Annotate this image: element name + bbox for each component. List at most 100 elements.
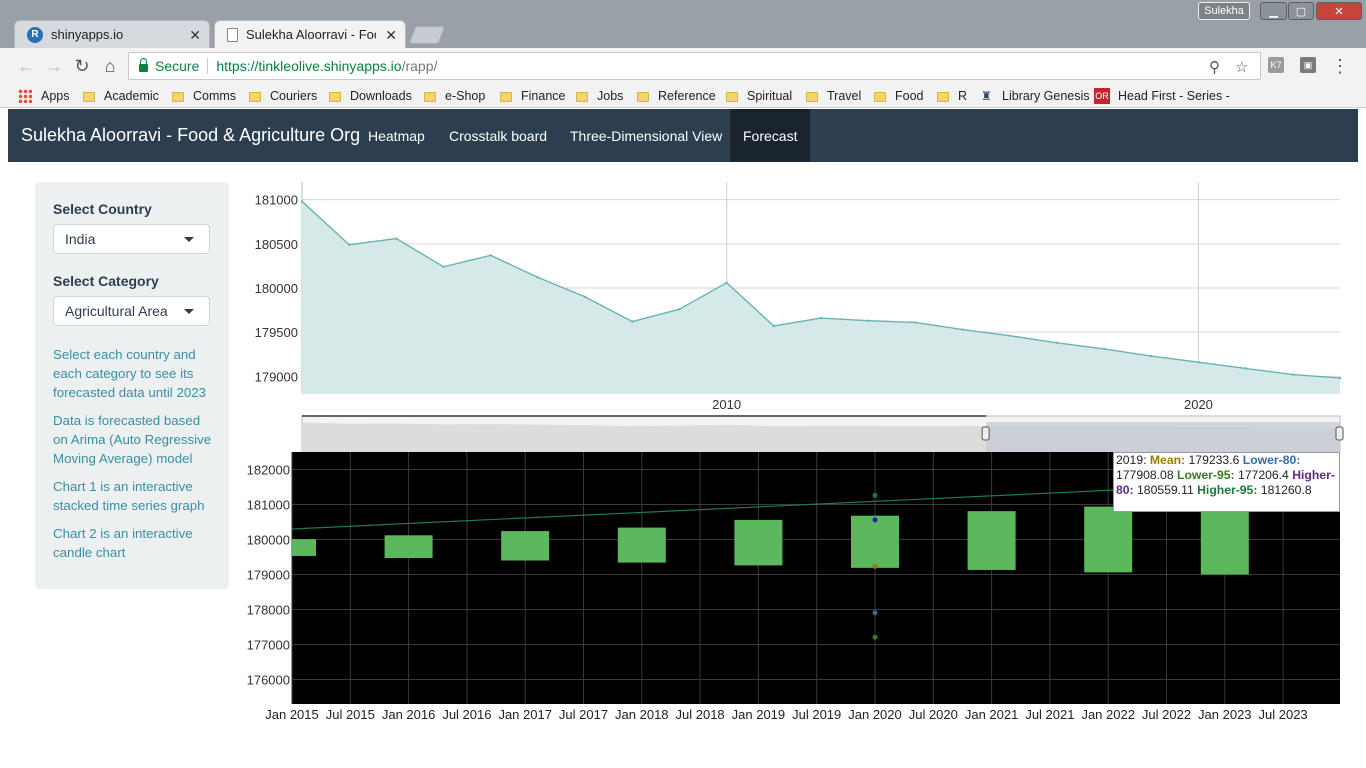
bookmark-food[interactable]: Food — [874, 87, 924, 105]
data-point — [678, 308, 681, 311]
tooltip-higher95-label: Higher-95: — [1197, 483, 1258, 497]
x-tick-label: Jul 2021 — [1025, 707, 1074, 722]
close-tab-icon[interactable]: ✕ — [189, 27, 201, 43]
bookmark-downloads[interactable]: Downloads — [329, 87, 412, 105]
home-icon[interactable]: ⌂ — [104, 55, 116, 76]
apps-grid-icon — [18, 89, 32, 103]
maximize-icon[interactable]: ▢ — [1288, 2, 1314, 20]
y-tick-label: 179000 — [247, 568, 290, 583]
bookmark-finance[interactable]: Finance — [500, 87, 565, 105]
browser-toolbar: ← → ↻ ⌂ Secure https://tinkleolive.shiny… — [0, 48, 1366, 84]
range-handle-left[interactable] — [981, 426, 990, 441]
bookmark-travel[interactable]: Travel — [806, 87, 861, 105]
hover-point — [872, 517, 878, 523]
lock-icon — [139, 58, 148, 72]
x-tick-label: 2020 — [1184, 397, 1213, 412]
x-tick-label: Jul 2020 — [909, 707, 958, 722]
tooltip-mean: 179233.6 — [1188, 453, 1240, 467]
time-series-chart[interactable]: 181000 180500 180000 179500 179000 2010 2020 — [240, 176, 1350, 452]
x-tick-label: Jan 2020 — [848, 707, 902, 722]
bookmark-label: Comms — [193, 89, 237, 103]
bookmark-label: Reference — [658, 89, 716, 103]
tab-title: Sulekha Aloorravi - Food — [246, 27, 376, 42]
y-tick-label: 181000 — [255, 193, 298, 208]
tab-sulekha-app[interactable]: Sulekha Aloorravi - Food ✕ — [214, 20, 406, 48]
menu-icon[interactable]: ⋮ — [1331, 55, 1349, 76]
bookmark-comms[interactable]: Comms — [172, 87, 236, 105]
data-point — [1055, 341, 1059, 344]
category-label: Select Category — [53, 273, 159, 289]
bookmark-label: Apps — [41, 89, 70, 103]
star-icon[interactable]: ☆ — [1235, 59, 1249, 76]
chevron-down-icon — [184, 309, 194, 314]
close-tab-icon[interactable]: ✕ — [385, 27, 397, 43]
browser-titlebar: R shinyapps.io ✕ Sulekha Aloorravi - Foo… — [0, 0, 1366, 48]
back-arrow-icon[interactable]: ← — [17, 55, 35, 76]
tooltip-higher80-label: Higher-80: — [1116, 468, 1335, 497]
area-fill — [302, 201, 1340, 394]
page-icon — [227, 27, 238, 42]
help-note: Chart 2 is an interactive candle chart — [53, 526, 193, 560]
country-value: India — [65, 231, 96, 247]
data-point — [300, 200, 304, 203]
folder-icon — [637, 92, 649, 102]
data-point — [536, 276, 540, 279]
tab-heatmap[interactable]: Heatmap — [368, 127, 425, 144]
y-tick-label: 181000 — [247, 498, 290, 513]
bookmark-label: Spiritual — [747, 89, 793, 103]
chevron-down-icon — [184, 237, 194, 242]
url-host: https://tinkleolive.shinyapps.io — [216, 58, 402, 74]
x-tick-label: Jul 2016 — [442, 707, 491, 722]
address-bar[interactable]: Secure https://tinkleolive.shinyapps.io /… — [128, 52, 1261, 80]
data-point — [961, 328, 964, 331]
bookmark-head-first[interactable]: OR Head First - Series - C — [1094, 87, 1230, 105]
bookmark-label: Downloads — [350, 89, 412, 103]
x-tick-label: Jan 2019 — [732, 707, 786, 722]
country-select[interactable]: India — [53, 224, 210, 254]
tab-crosstalk-board[interactable]: Crosstalk board — [449, 127, 548, 144]
x-tick-label: Jul 2023 — [1259, 707, 1308, 722]
hover-point — [872, 610, 878, 616]
bookmark-r[interactable]: R — [937, 87, 967, 105]
x-tick-label: Jul 2022 — [1142, 707, 1191, 722]
app-navbar: Sulekha Aloorravi - Food & Agriculture O… — [8, 109, 1358, 162]
tooltip-higher95: 181260.8 — [1260, 483, 1312, 497]
bookmark-jobs[interactable]: Jobs — [576, 87, 623, 105]
tab-three-dimensional-view[interactable]: Three-Dimensional View — [570, 127, 723, 144]
tab-forecast[interactable]: Forecast — [730, 109, 811, 162]
bookmark-spiritual[interactable]: Spiritual — [726, 87, 792, 105]
reload-icon[interactable]: ↻ — [74, 55, 90, 76]
zoom-icon[interactable]: ⚲ — [1209, 59, 1220, 76]
data-point — [631, 320, 634, 323]
bookmark-apps[interactable]: Apps — [18, 87, 70, 105]
data-point — [583, 295, 587, 299]
bookmark-academic[interactable]: Academic — [83, 87, 159, 105]
extension-icon[interactable]: ▣ — [1300, 57, 1316, 73]
data-point — [914, 321, 917, 324]
bookmark-label: e-Shop — [445, 89, 486, 103]
range-handle-right[interactable] — [1335, 426, 1344, 441]
bookmark-label: Academic — [104, 89, 159, 103]
tab-shinyapps[interactable]: R shinyapps.io ✕ — [14, 20, 210, 48]
secure-indicator[interactable]: Secure — [139, 58, 199, 74]
bookmark-library-genesis[interactable]: ♜ Library Genesis — [981, 87, 1090, 105]
x-tick-label: Jul 2015 — [326, 707, 375, 722]
data-point — [1291, 373, 1295, 376]
forward-arrow-icon[interactable]: → — [45, 55, 63, 76]
new-tab-button[interactable] — [408, 26, 446, 44]
x-tick-label: Jan 2022 — [1081, 707, 1135, 722]
library-icon: ♜ — [981, 89, 992, 103]
category-select[interactable]: Agricultural Area — [53, 296, 210, 326]
x-tick-label: 2010 — [712, 397, 741, 412]
y-tick-label: 179000 — [255, 369, 298, 384]
bookmark-reference[interactable]: Reference — [637, 87, 716, 105]
sidebar-panel: Select Country India Select Category Agr… — [35, 182, 229, 589]
bookmark-eshop[interactable]: e-Shop — [424, 87, 485, 105]
extension-k7-icon[interactable]: K7 — [1268, 57, 1284, 73]
bookmark-couriers[interactable]: Couriers — [249, 87, 317, 105]
profile-button[interactable]: Sulekha — [1198, 2, 1250, 20]
tooltip-lower80-label: Lower-80: — [1242, 453, 1301, 467]
close-window-icon[interactable]: ✕ — [1316, 2, 1362, 20]
data-point — [725, 281, 728, 284]
minimize-icon[interactable]: ▁ — [1260, 2, 1287, 20]
